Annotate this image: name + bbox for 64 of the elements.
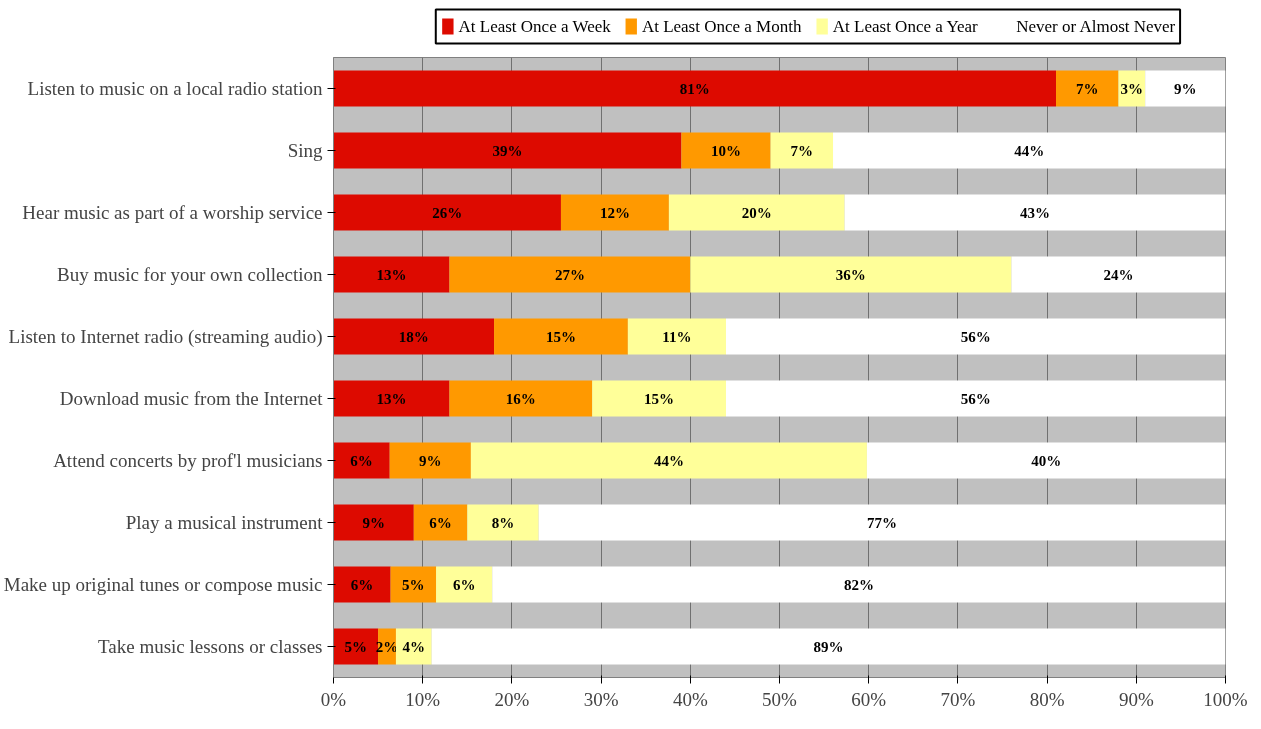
- legend-label: At Least Once a Month: [641, 17, 802, 36]
- data-label: 44%: [653, 452, 684, 469]
- y-tick-label: Buy music for your own collection: [57, 264, 323, 285]
- data-label: 8%: [491, 514, 515, 531]
- x-tick-label: 90%: [1118, 688, 1154, 710]
- data-label: 9%: [419, 452, 442, 469]
- data-label: 13%: [376, 390, 407, 407]
- x-tick-label: 60%: [851, 688, 887, 710]
- data-label: 81%: [679, 80, 710, 97]
- data-label: 6%: [429, 514, 452, 531]
- data-label: 5%: [402, 576, 425, 593]
- data-label: 27%: [554, 266, 585, 283]
- data-label: 5%: [344, 638, 368, 655]
- y-tick-label: Listen to music on a local radio station: [27, 78, 323, 99]
- data-label: 56%: [960, 328, 991, 345]
- data-label: 24%: [1103, 266, 1134, 283]
- legend-label: At Least Once a Week: [458, 17, 612, 36]
- y-tick-label: Download music from the Internet: [59, 388, 324, 409]
- y-tick-label: Make up original tunes or compose music: [3, 574, 323, 595]
- y-tick-label: Attend concerts by prof'l musicians: [53, 450, 323, 471]
- data-label: 9%: [1174, 80, 1197, 97]
- data-label: 82%: [843, 576, 874, 593]
- x-tick-label: 40%: [672, 688, 708, 710]
- x-tick-label: 10%: [405, 688, 441, 710]
- data-label: 40%: [1031, 452, 1062, 469]
- data-label: 36%: [835, 266, 866, 283]
- x-tick-label: 100%: [1203, 688, 1248, 710]
- x-tick-label: 0%: [320, 688, 347, 710]
- x-tick-label: 20%: [494, 688, 530, 710]
- data-label: 15%: [545, 328, 576, 345]
- data-label: 89%: [813, 638, 844, 655]
- data-label: 16%: [505, 390, 536, 407]
- y-tick-label: Sing: [287, 140, 323, 161]
- data-label: 11%: [662, 328, 692, 345]
- data-label: 12%: [599, 204, 630, 221]
- data-label: 18%: [398, 328, 429, 345]
- y-tick-label: Take music lessons or classes: [97, 636, 323, 657]
- data-label: 6%: [452, 576, 476, 593]
- x-tick-label: 70%: [940, 688, 976, 710]
- data-label: 43%: [1020, 204, 1051, 221]
- data-label: 7%: [1075, 80, 1099, 97]
- data-label: 6%: [350, 452, 373, 469]
- data-label: 44%: [1014, 142, 1045, 159]
- x-tick-label: 80%: [1029, 688, 1065, 710]
- x-tick-label: 30%: [583, 688, 619, 710]
- data-label: 10%: [710, 142, 741, 159]
- x-tick-label: 50%: [762, 688, 798, 710]
- data-label: 26%: [432, 204, 463, 221]
- data-label: 13%: [376, 266, 407, 283]
- data-label: 39%: [492, 142, 523, 159]
- data-label: 9%: [362, 514, 385, 531]
- data-label: 7%: [790, 142, 814, 159]
- data-label: 6%: [350, 576, 374, 593]
- data-label: 77%: [867, 514, 898, 531]
- y-tick-label: Play a musical instrument: [125, 512, 324, 533]
- data-label: 15%: [644, 390, 675, 407]
- y-tick-label: Listen to Internet radio (streaming audio): [8, 326, 323, 348]
- y-tick-label: Hear music as part of a worship service: [22, 202, 323, 223]
- data-label: 3%: [1120, 80, 1144, 97]
- data-label: 20%: [741, 204, 772, 221]
- data-label: 4%: [402, 638, 426, 655]
- data-label: 56%: [960, 390, 991, 407]
- legend-label: At Least Once a Year: [832, 17, 979, 36]
- text: Never or Almost Never: [1016, 17, 1176, 36]
